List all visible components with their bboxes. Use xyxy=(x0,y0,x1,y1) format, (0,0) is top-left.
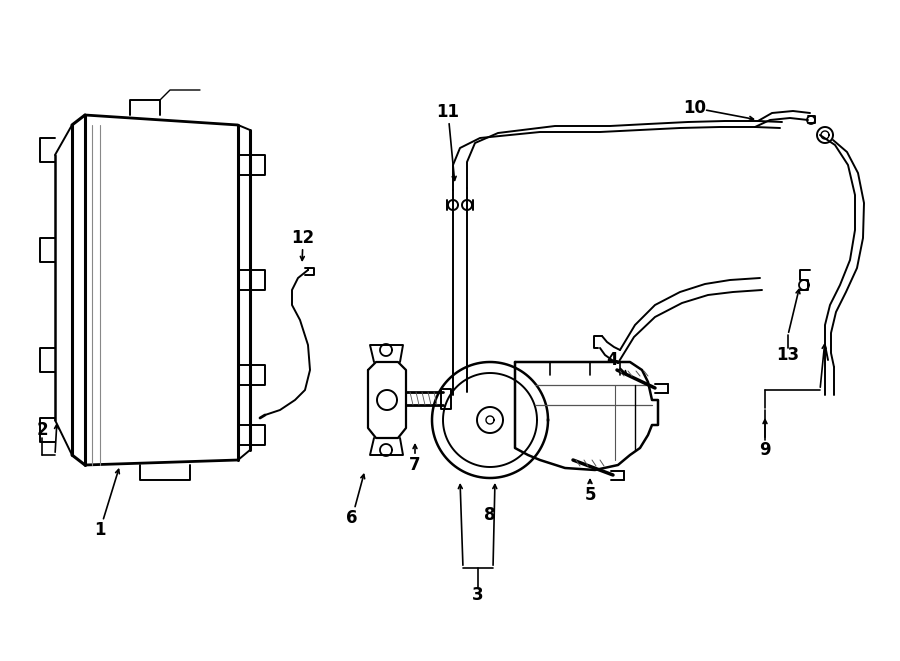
Text: 10: 10 xyxy=(683,99,706,117)
Text: 3: 3 xyxy=(472,586,484,604)
Text: 1: 1 xyxy=(94,521,106,539)
Text: 2: 2 xyxy=(36,421,48,439)
Text: 12: 12 xyxy=(292,229,315,247)
Text: 7: 7 xyxy=(410,456,421,474)
Text: 4: 4 xyxy=(607,351,617,369)
Text: 11: 11 xyxy=(436,103,460,121)
Text: 6: 6 xyxy=(346,509,358,527)
Text: 8: 8 xyxy=(484,506,496,524)
Text: 9: 9 xyxy=(760,441,770,459)
Text: 5: 5 xyxy=(584,486,596,504)
Text: 13: 13 xyxy=(777,346,799,364)
